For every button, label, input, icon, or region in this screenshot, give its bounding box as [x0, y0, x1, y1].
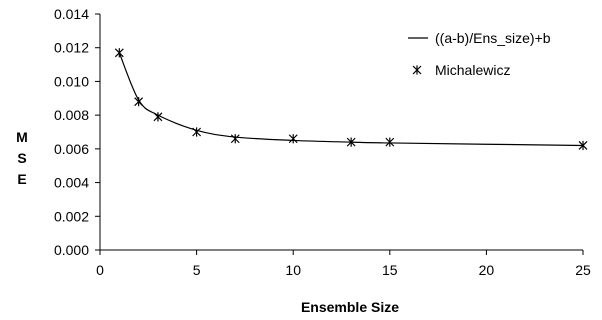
series-marker-michalewicz: [385, 137, 395, 147]
series-marker-michalewicz: [578, 140, 588, 151]
legend: ((a-b)/Ens_size)+b Michalewicz: [408, 30, 551, 78]
y-axis-ticks: [95, 13, 100, 251]
series-markers-group: [114, 48, 588, 151]
x-tick-label: 15: [382, 262, 398, 278]
series-marker-michalewicz: [134, 97, 144, 107]
legend-asterisk-icon: [412, 65, 422, 75]
series-line-group: [118, 52, 584, 147]
y-axis-title-letter-2: S: [17, 150, 26, 166]
x-tick-label: 0: [96, 262, 104, 278]
y-tick-label: 0.000: [54, 242, 89, 258]
x-tick-label: 20: [479, 262, 495, 278]
series-marker-michalewicz: [288, 134, 298, 144]
y-axis-title: M S E: [16, 129, 28, 187]
x-axis-tick-labels: 0 5 10 15 20 25: [96, 262, 591, 278]
series-marker-michalewicz: [192, 127, 202, 137]
x-tick-label: 10: [285, 262, 301, 278]
axes: [99, 14, 583, 251]
series-marker-michalewicz: [114, 48, 124, 58]
x-axis-title: Ensemble Size: [301, 299, 399, 315]
legend-label-markers: Michalewicz: [435, 62, 510, 78]
x-tick-label: 25: [575, 262, 591, 278]
x-axis-ticks: [99, 250, 584, 255]
series-marker-michalewicz: [346, 137, 356, 147]
y-tick-label: 0.004: [54, 175, 89, 191]
series-marker-michalewicz: [230, 134, 240, 144]
legend-label-line: ((a-b)/Ens_size)+b: [435, 30, 551, 46]
y-axis-title-letter-3: E: [17, 171, 26, 187]
y-tick-label: 0.002: [54, 208, 89, 224]
x-tick-label: 5: [193, 262, 201, 278]
series-line-fitted: [118, 52, 584, 147]
y-tick-label: 0.014: [54, 6, 89, 22]
y-tick-label: 0.008: [54, 107, 89, 123]
legend-asterisk-swatch: [412, 65, 422, 75]
y-axis-tick-labels: 0.000 0.002 0.004 0.006 0.008 0.010 0.012 0.014: [54, 6, 89, 258]
y-tick-label: 0.010: [54, 73, 89, 89]
y-tick-label: 0.006: [54, 141, 89, 157]
series-marker-michalewicz: [153, 112, 163, 122]
y-axis-title-letter-1: M: [16, 129, 28, 145]
y-tick-label: 0.012: [54, 40, 89, 56]
